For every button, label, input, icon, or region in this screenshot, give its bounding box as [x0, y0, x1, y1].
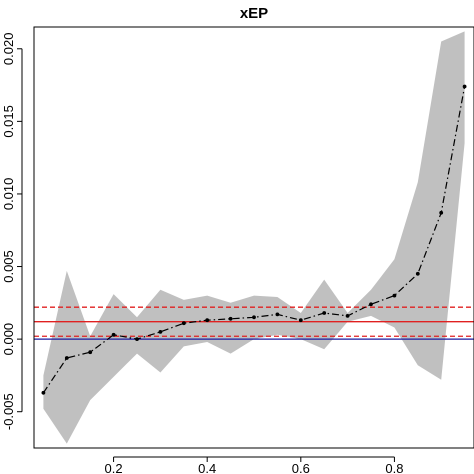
chart-title: xEP — [240, 5, 268, 22]
data-point — [205, 318, 210, 323]
data-point — [275, 312, 280, 317]
confidence-band-layer — [43, 31, 465, 444]
plot-frame — [33, 26, 474, 449]
y-tick-label: 0.020 — [1, 33, 16, 66]
data-point — [158, 330, 163, 334]
data-point — [322, 311, 327, 315]
data-point — [88, 350, 93, 355]
data-point — [41, 390, 46, 395]
y-tick-label: 0.015 — [1, 105, 16, 138]
data-point — [369, 302, 373, 307]
data-point — [252, 315, 256, 320]
confidence-band — [43, 31, 465, 444]
data-point — [181, 321, 186, 326]
y-tick-label: 0.000 — [1, 323, 16, 356]
data-point — [345, 314, 350, 318]
y-tick-label: 0.005 — [1, 250, 16, 283]
y-tick-label: -0.005 — [1, 393, 16, 430]
data-point — [64, 356, 69, 360]
data-point — [415, 271, 420, 276]
x-tick-label: 0.8 — [385, 461, 403, 474]
data-point — [462, 84, 467, 89]
x-tick-label: 0.4 — [198, 461, 216, 474]
series-layer — [41, 84, 467, 395]
data-point — [392, 293, 397, 298]
data-point — [111, 332, 116, 337]
data-point — [298, 318, 303, 323]
data-point — [228, 316, 233, 321]
x-axis: 0.2 0.4 0.6 0.8 — [105, 456, 403, 474]
x-tick-label: 0.2 — [105, 461, 123, 474]
x-tick-label: 0.6 — [292, 461, 310, 474]
data-point — [439, 210, 444, 215]
data-point — [135, 337, 139, 341]
y-axis: -0.005 0.000 0.005 0.010 0.015 0.020 — [1, 33, 23, 430]
y-tick-label: 0.010 — [1, 178, 16, 211]
